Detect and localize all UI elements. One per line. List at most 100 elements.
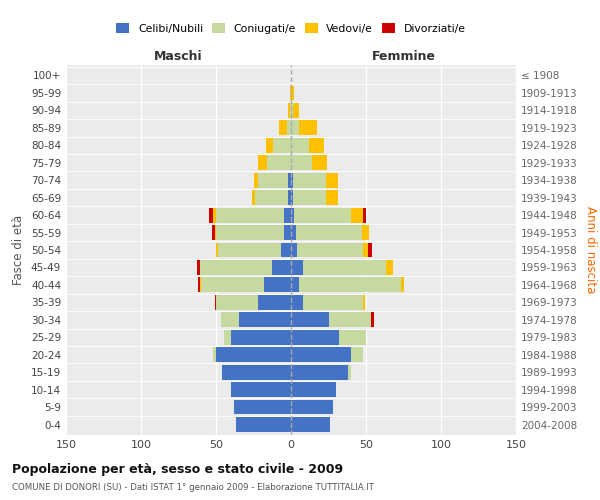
Bar — [291, 103, 293, 118]
Bar — [273, 138, 291, 152]
Bar — [291, 400, 333, 414]
Bar — [216, 348, 291, 362]
Bar — [291, 278, 299, 292]
Bar — [199, 278, 201, 292]
Bar — [213, 208, 216, 222]
Bar — [293, 173, 325, 188]
Bar — [386, 260, 393, 275]
Bar — [222, 365, 291, 380]
Bar — [291, 190, 293, 205]
Bar — [216, 225, 284, 240]
Bar — [291, 242, 297, 258]
Bar — [265, 138, 273, 152]
Bar — [351, 348, 363, 362]
Bar — [309, 138, 324, 152]
Bar — [299, 120, 317, 135]
Bar — [363, 242, 367, 258]
Bar — [284, 225, 291, 240]
Bar — [231, 382, 291, 397]
Bar — [264, 278, 291, 292]
Bar — [231, 330, 291, 344]
Bar — [212, 225, 215, 240]
Bar — [297, 242, 363, 258]
Bar — [267, 156, 291, 170]
Bar — [291, 86, 294, 100]
Bar — [290, 103, 291, 118]
Bar — [325, 190, 337, 205]
Bar — [367, 242, 372, 258]
Bar — [291, 120, 299, 135]
Bar — [279, 120, 287, 135]
Bar — [199, 260, 271, 275]
Bar — [291, 312, 329, 327]
Bar — [216, 208, 284, 222]
Bar — [294, 208, 351, 222]
Bar — [254, 173, 258, 188]
Bar — [221, 312, 239, 327]
Bar — [287, 120, 291, 135]
Bar — [371, 312, 373, 327]
Bar — [291, 295, 303, 310]
Bar — [339, 330, 366, 344]
Bar — [348, 365, 351, 380]
Bar — [201, 278, 264, 292]
Text: Maschi: Maschi — [154, 50, 203, 64]
Bar — [291, 348, 351, 362]
Bar — [299, 278, 401, 292]
Bar — [213, 348, 216, 362]
Y-axis label: Fasce di età: Fasce di età — [13, 215, 25, 285]
Bar — [235, 417, 291, 432]
Bar — [291, 208, 294, 222]
Bar — [252, 190, 255, 205]
Bar — [329, 312, 371, 327]
Bar — [363, 295, 365, 310]
Bar — [215, 295, 216, 310]
Bar — [288, 190, 291, 205]
Bar — [291, 382, 336, 397]
Bar — [363, 208, 366, 222]
Bar — [258, 295, 291, 310]
Bar — [293, 103, 299, 118]
Bar — [290, 86, 291, 100]
Text: COMUNE DI DONORI (SU) - Dati ISTAT 1° gennaio 2009 - Elaborazione TUTTITALIA.IT: COMUNE DI DONORI (SU) - Dati ISTAT 1° ge… — [12, 484, 374, 492]
Y-axis label: Anni di nascita: Anni di nascita — [584, 206, 597, 294]
Bar — [291, 417, 330, 432]
Bar — [209, 208, 213, 222]
Bar — [361, 225, 369, 240]
Text: Popolazione per età, sesso e stato civile - 2009: Popolazione per età, sesso e stato civil… — [12, 462, 343, 475]
Bar — [296, 225, 361, 240]
Bar — [288, 173, 291, 188]
Text: Femmine: Femmine — [371, 50, 436, 64]
Bar — [216, 242, 218, 258]
Bar — [291, 260, 303, 275]
Bar — [291, 138, 309, 152]
Bar — [288, 103, 290, 118]
Bar — [303, 295, 363, 310]
Bar — [216, 295, 258, 310]
Bar — [258, 156, 267, 170]
Bar — [291, 365, 348, 380]
Bar — [271, 260, 291, 275]
Bar — [293, 190, 325, 205]
Bar — [291, 156, 312, 170]
Bar — [351, 208, 363, 222]
Bar — [258, 173, 288, 188]
Bar — [401, 278, 404, 292]
Bar — [325, 173, 337, 188]
Bar — [198, 278, 199, 292]
Bar — [291, 173, 293, 188]
Bar — [223, 330, 231, 344]
Bar — [281, 242, 291, 258]
Bar — [303, 260, 386, 275]
Bar — [239, 312, 291, 327]
Bar — [234, 400, 291, 414]
Bar — [215, 225, 216, 240]
Legend: Celibi/Nubili, Coniugati/e, Vedovi/e, Divorziati/e: Celibi/Nubili, Coniugati/e, Vedovi/e, Di… — [112, 18, 470, 38]
Bar — [291, 225, 296, 240]
Bar — [197, 260, 199, 275]
Bar — [312, 156, 327, 170]
Bar — [291, 330, 339, 344]
Bar — [255, 190, 288, 205]
Bar — [218, 242, 281, 258]
Bar — [284, 208, 291, 222]
